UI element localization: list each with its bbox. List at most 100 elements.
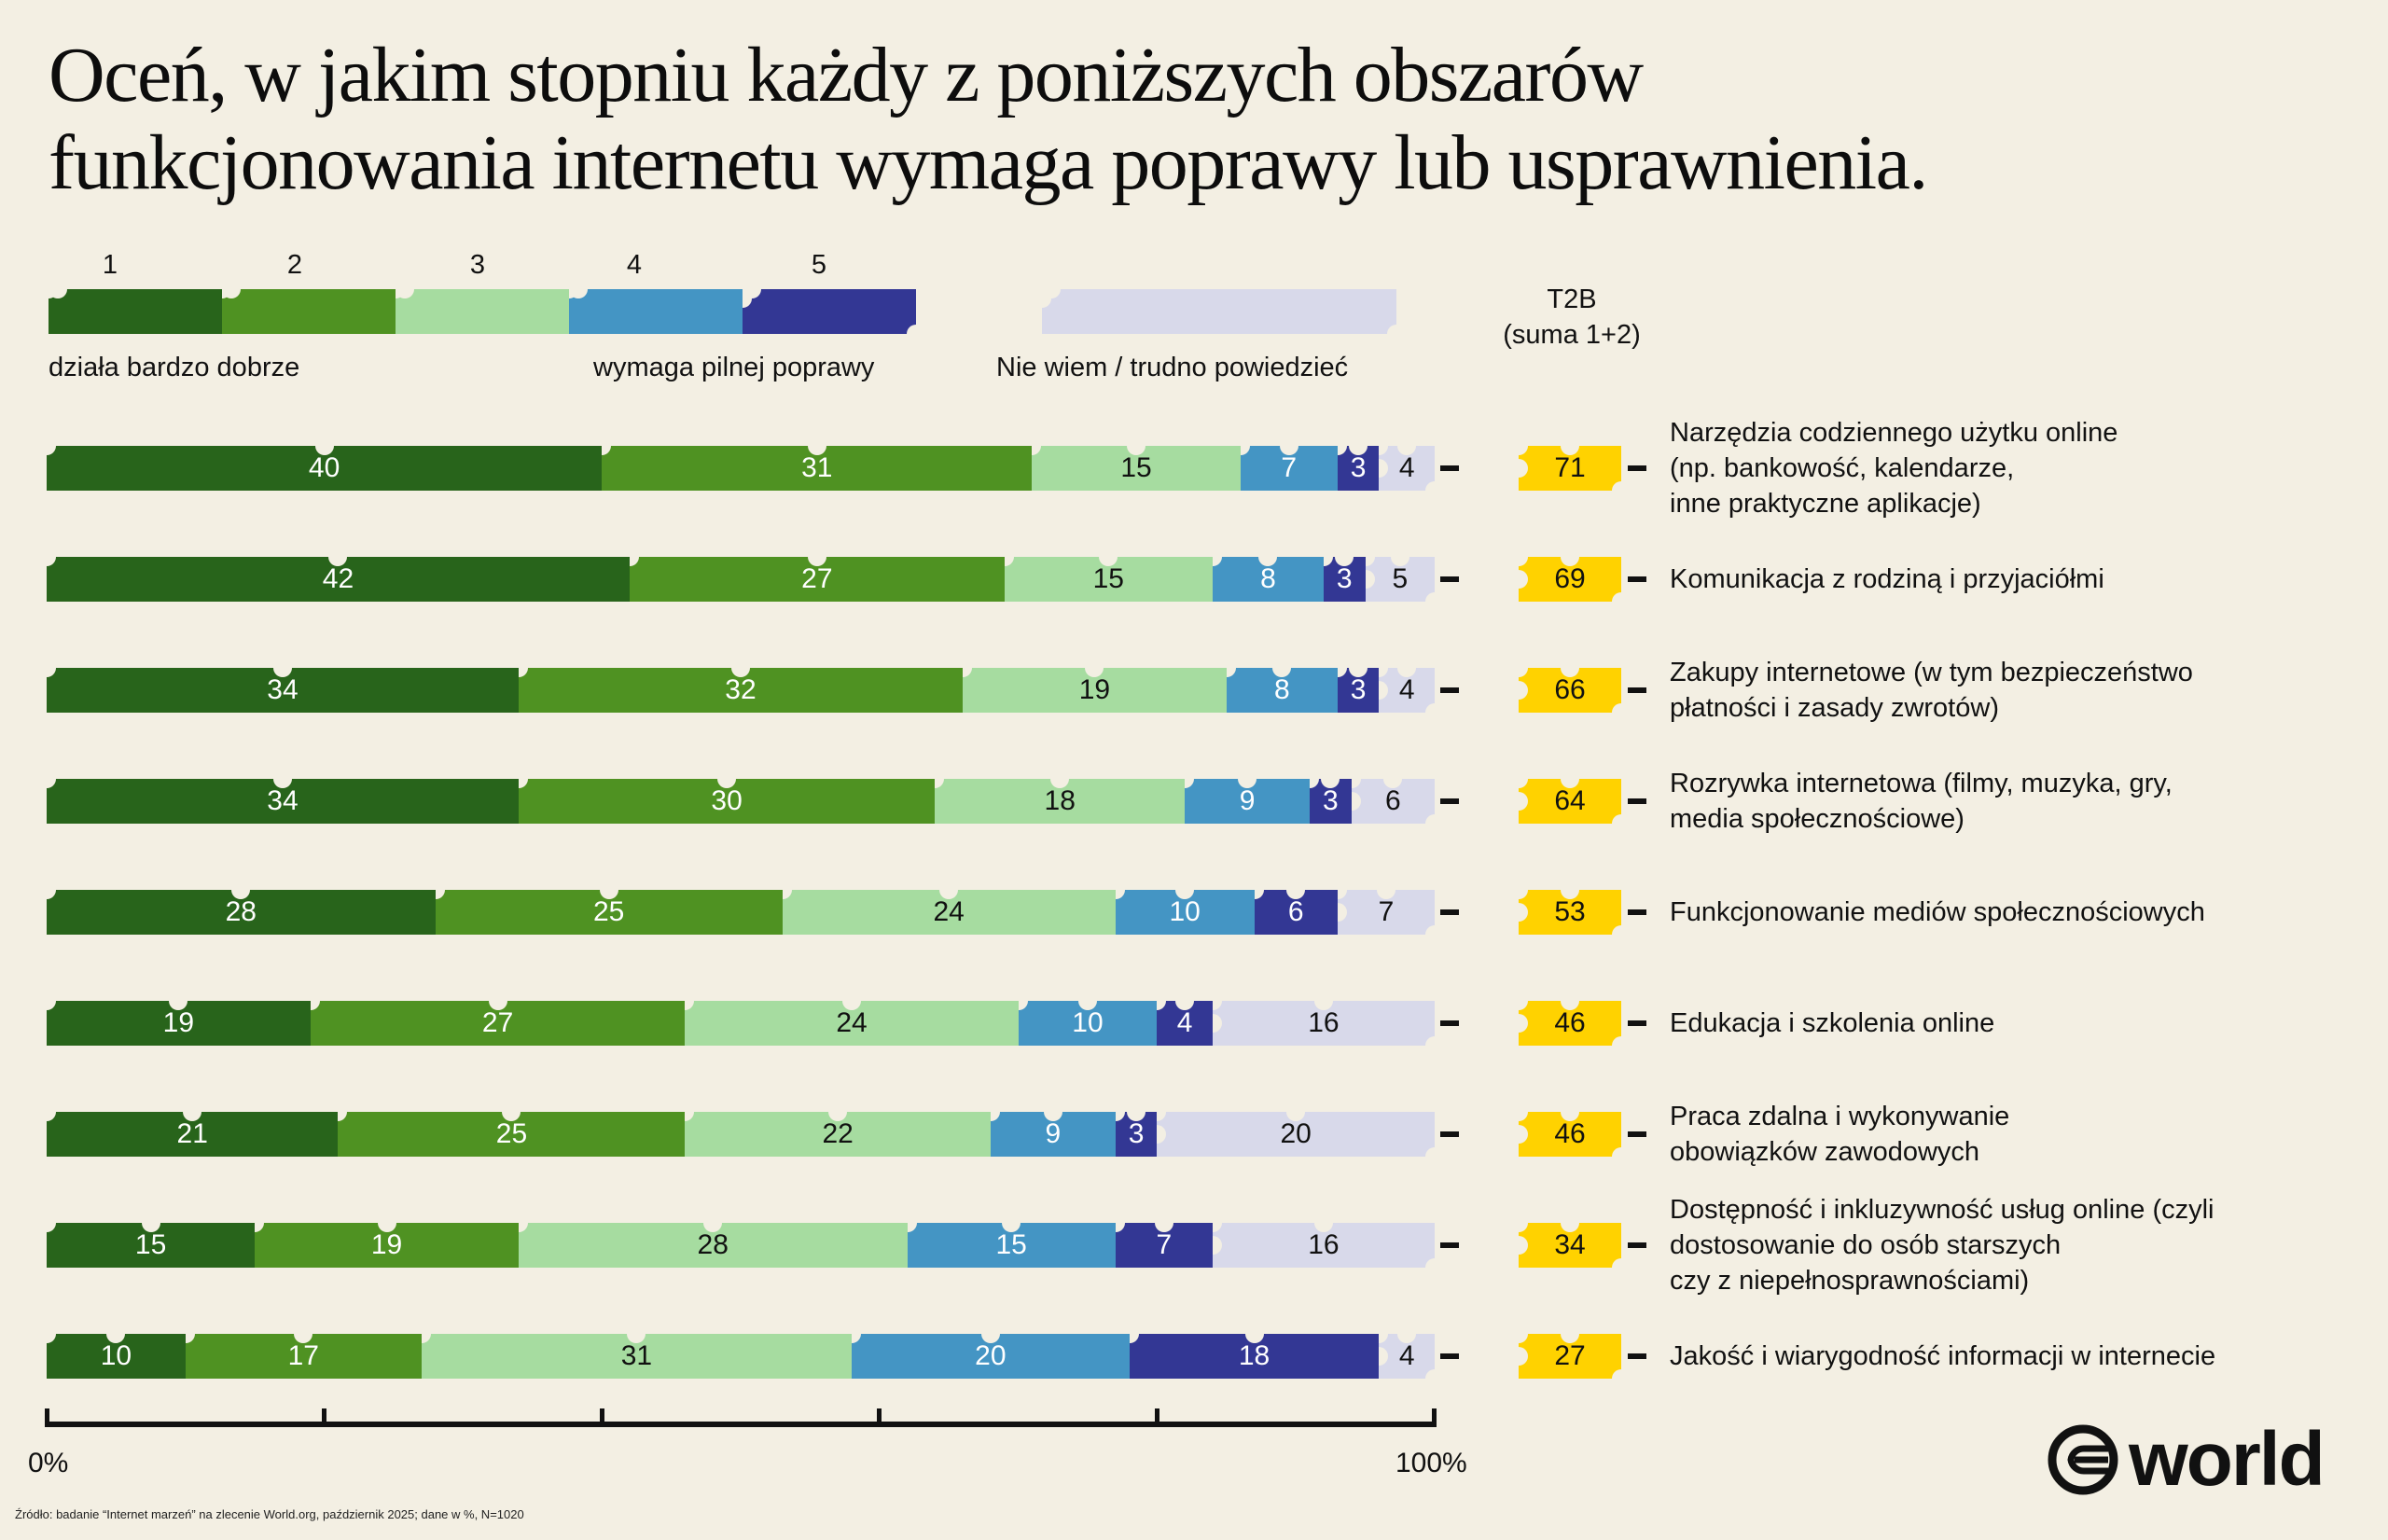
bar-notch <box>1424 1147 1435 1157</box>
bar-notch <box>255 1223 265 1232</box>
bar-segment-score-5: 6 <box>1254 890 1338 935</box>
bar-notch <box>1519 681 1528 700</box>
bar-segment-score-1: 34 <box>47 779 519 824</box>
bar-segment-score-4: 9 <box>1185 779 1311 824</box>
bar-notch <box>488 1001 507 1010</box>
bar-value-label: 4 <box>1398 452 1415 483</box>
bar-notch <box>1379 459 1389 478</box>
bar-notch <box>1561 890 1579 899</box>
bar-notch <box>602 446 612 455</box>
row-connector-dash <box>1440 1353 1459 1359</box>
category-label-line: inne praktyczne aplikacje) <box>1670 489 1981 519</box>
bar-notch <box>1238 779 1257 788</box>
bar-value-label: 3 <box>1336 563 1353 594</box>
title-line-2: funkcjonowania internetu wymaga poprawy … <box>49 119 1928 206</box>
bar-value-label: 8 <box>1273 674 1290 705</box>
bar-segment-score-4: 15 <box>907 1223 1116 1268</box>
bar-notch <box>294 1334 313 1343</box>
bar-value-label: 3 <box>1350 452 1367 483</box>
t2b-header-subtitle: (suma 1+2) <box>1503 320 1641 350</box>
category-label-line: Rozrywka internetowa (filmy, muzyka, gry… <box>1670 769 2173 798</box>
bar-notch <box>1335 557 1354 566</box>
bar-value-label: 31 <box>620 1340 653 1371</box>
t2b-value-badge: 64 <box>1519 779 1621 824</box>
t2b-value: 53 <box>1554 896 1586 927</box>
bar-value-label: 19 <box>1078 674 1111 705</box>
bar-notch <box>743 289 752 308</box>
bar-segment-score-3: 18 <box>935 779 1186 824</box>
bar-segment-dont-know: 4 <box>1379 668 1435 713</box>
label-connector-dash <box>1628 1242 1646 1248</box>
bar-value-label: 34 <box>267 785 298 816</box>
bar-notch <box>518 668 528 677</box>
bar-segment-score-2: 25 <box>435 890 783 935</box>
bar-value-label: 30 <box>711 785 743 816</box>
bar-segment-score-5: 7 <box>1115 1223 1213 1268</box>
source-note: Źródło: badanie “Internet marzeń” na zle… <box>15 1507 524 1521</box>
bar-notch <box>1397 446 1417 455</box>
bar-value-label: 18 <box>1238 1340 1270 1371</box>
bar-value-label: 15 <box>1092 563 1124 594</box>
bar-value-label: 6 <box>1287 896 1304 927</box>
t2b-header-title: T2B <box>1547 284 1597 314</box>
t2b-value: 34 <box>1554 1229 1586 1260</box>
bar-notch <box>935 779 945 788</box>
bar-notch <box>1519 890 1528 899</box>
row-connector-dash <box>1440 465 1459 471</box>
category-label-line: płatności i zasady zwrotów) <box>1670 693 1999 723</box>
bar-segment-score-1: 40 <box>47 446 603 491</box>
label-connector-dash <box>1628 798 1646 804</box>
t2b-value-badge: 46 <box>1519 1001 1621 1046</box>
bar-notch <box>1085 668 1104 677</box>
bar-notch <box>629 557 639 566</box>
category-label: Dostępność i inkluzywność usług online (… <box>1670 1192 2341 1298</box>
bar-notch <box>1351 779 1361 788</box>
bar-value-label: 32 <box>725 674 757 705</box>
bar-notch <box>1157 1001 1167 1010</box>
bar-segment-score-3: 15 <box>1004 557 1213 602</box>
bar-segment-score-2: 27 <box>310 1001 686 1046</box>
bar-notch <box>1042 289 1061 298</box>
legend-scale-5: 5 <box>811 250 827 280</box>
bar-value-label: 28 <box>225 896 257 927</box>
bar-notch <box>47 890 56 899</box>
bar-notch <box>1519 1223 1528 1232</box>
bar-value-label: 20 <box>975 1340 1007 1371</box>
label-connector-dash <box>1628 465 1646 471</box>
bar-notch <box>1519 446 1528 455</box>
bar-notch <box>703 1223 723 1232</box>
bar-notch <box>1612 481 1621 491</box>
category-label-line: Narzędzia codziennego użytku online <box>1670 418 2118 448</box>
x-axis-tick <box>322 1408 327 1427</box>
bar-notch <box>1379 1347 1389 1366</box>
bar-notch <box>1424 703 1435 713</box>
bar-notch <box>47 1223 56 1232</box>
bar-notch <box>1050 779 1070 788</box>
bar-segment-score-1: 15 <box>47 1223 256 1268</box>
bar-notch <box>1383 779 1403 788</box>
bar-segment-score-5: 3 <box>1115 1112 1158 1157</box>
t2b-value: 66 <box>1554 674 1586 705</box>
bar-value-label: 15 <box>995 1229 1027 1260</box>
category-label: Narzędzia codziennego użytku online (np. … <box>1670 415 2341 521</box>
category-label-line: Komunikacja z rodziną i przyjaciółmi <box>1670 564 2104 594</box>
bar-notch <box>599 890 618 899</box>
bar-segment-score-4: 10 <box>1018 1001 1158 1046</box>
bar-notch <box>1519 570 1528 589</box>
legend-swatch-2 <box>222 289 396 334</box>
bar-notch <box>47 557 56 566</box>
bar-notch <box>1387 325 1396 334</box>
label-connector-dash <box>1628 909 1646 915</box>
bar-notch <box>782 890 792 899</box>
bar-value-label: 40 <box>308 452 340 483</box>
t2b-value-badge: 53 <box>1519 890 1621 935</box>
bar-notch <box>183 1112 202 1121</box>
bar-notch <box>1212 1014 1222 1033</box>
bar-segment-score-2: 19 <box>255 1223 519 1268</box>
bar-notch <box>1519 1112 1528 1121</box>
bar-value-label: 27 <box>481 1007 514 1038</box>
bar-segment-score-1: 34 <box>47 668 519 713</box>
bar-notch <box>1212 1001 1222 1010</box>
bar-notch <box>1212 1223 1222 1232</box>
world-globe-icon <box>2048 1424 2118 1495</box>
